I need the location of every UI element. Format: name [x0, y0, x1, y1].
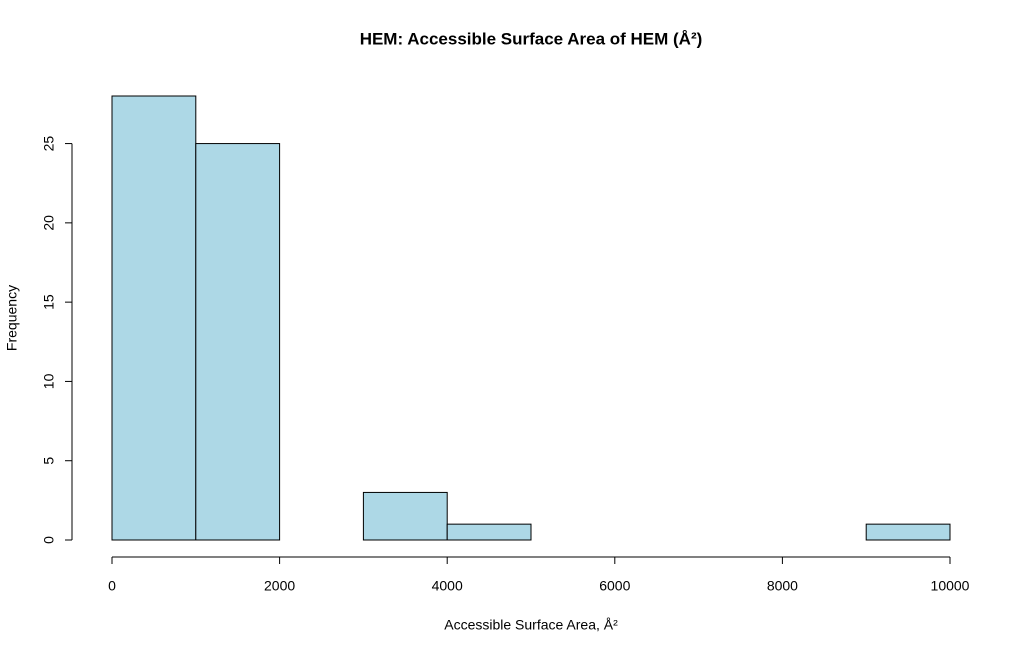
y-tick-label: 20	[41, 215, 57, 231]
x-tick-label: 4000	[432, 578, 463, 594]
x-tick-label: 8000	[767, 578, 798, 594]
x-tick-label: 10000	[931, 578, 970, 594]
bar	[362, 491, 448, 541]
y-tick-label: 25	[41, 136, 57, 152]
bar	[865, 523, 951, 541]
bar	[111, 95, 197, 541]
y-tick-label: 5	[41, 457, 57, 465]
bar	[195, 143, 281, 541]
y-tick-label: 15	[41, 294, 57, 310]
x-axis-label: Accessible Surface Area, Å²	[444, 617, 618, 633]
chart-title: HEM: Accessible Surface Area of HEM (Å²)	[360, 29, 703, 48]
x-tick-label: 0	[108, 578, 116, 594]
x-tick-label: 2000	[264, 578, 295, 594]
y-axis-label: Frequency	[4, 285, 20, 351]
y-tick-label: 0	[41, 536, 57, 544]
x-tick-label: 6000	[599, 578, 630, 594]
bar	[446, 523, 532, 541]
y-tick-label: 10	[41, 373, 57, 389]
